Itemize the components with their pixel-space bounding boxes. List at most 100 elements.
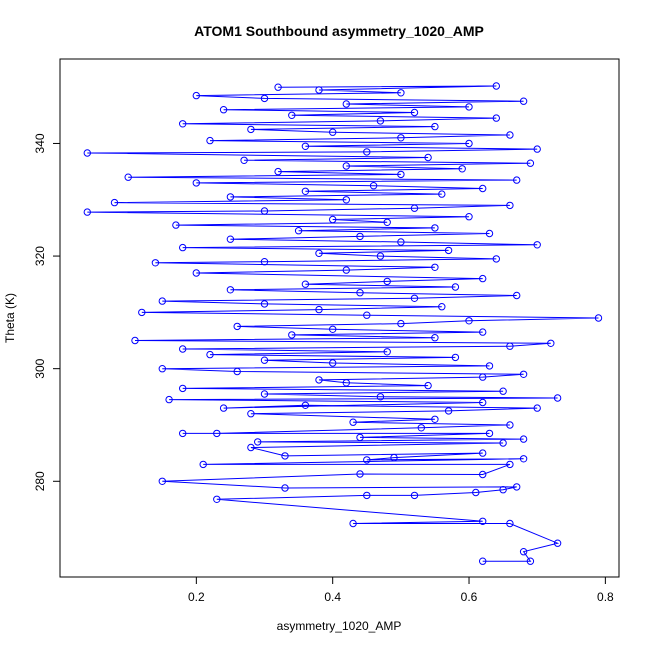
data-point — [363, 456, 371, 464]
data-point — [526, 557, 535, 565]
data-point — [553, 394, 562, 402]
data-point — [594, 314, 603, 322]
data-point — [397, 89, 405, 97]
data-point — [83, 149, 92, 157]
data-point — [274, 83, 282, 91]
chart-title: ATOM1 Southbound asymmetry_1020_AMP — [194, 23, 484, 39]
data-point — [519, 370, 528, 378]
y-tick-label: 320 — [33, 246, 47, 266]
data-point — [363, 311, 371, 319]
data-point — [179, 243, 187, 252]
data-point — [110, 198, 119, 207]
data-point — [342, 100, 350, 108]
data-point — [410, 204, 419, 212]
data-point — [479, 557, 487, 565]
data-point — [226, 193, 235, 201]
data-point — [479, 373, 487, 381]
y-tick-label: 280 — [33, 471, 47, 491]
data-point — [506, 342, 514, 350]
data-point — [410, 491, 419, 500]
data-point — [329, 128, 337, 136]
data-point — [179, 429, 187, 438]
data-point — [158, 477, 167, 485]
plot-area — [59, 58, 620, 578]
series-layer — [83, 82, 603, 565]
data-point — [219, 106, 228, 114]
x-tick-label: 0.8 — [597, 590, 614, 604]
data-point — [199, 460, 207, 469]
data-point — [397, 170, 405, 179]
data-point — [519, 548, 528, 556]
data-point — [479, 470, 487, 479]
data-point — [349, 418, 357, 426]
x-axis-label: asymmetry_1020_AMP — [277, 619, 402, 633]
data-point — [485, 229, 494, 238]
data-point — [438, 303, 446, 311]
data-point — [458, 165, 466, 173]
data-point — [499, 486, 507, 494]
y-tick-label: 340 — [33, 133, 47, 153]
data-point — [260, 390, 269, 398]
data-point — [281, 452, 289, 460]
data-point — [192, 179, 201, 187]
data-point — [499, 439, 507, 447]
data-point — [465, 317, 473, 325]
x-tick-label: 0.4 — [324, 590, 341, 604]
data-point — [301, 187, 310, 196]
data-point — [431, 224, 439, 232]
data-point — [513, 176, 521, 184]
data-point — [179, 384, 187, 393]
data-point — [260, 356, 269, 364]
data-point — [356, 433, 364, 442]
data-point — [492, 82, 500, 90]
data-point — [315, 86, 323, 94]
data-point — [179, 345, 187, 353]
data-point — [342, 379, 350, 387]
data-point — [506, 421, 514, 429]
data-point — [492, 114, 500, 122]
data-point — [329, 325, 337, 333]
data-point — [383, 277, 391, 286]
data-point — [410, 294, 419, 302]
data-point — [172, 221, 180, 229]
data-point — [301, 142, 310, 151]
data-point — [138, 308, 146, 317]
data-point — [383, 218, 391, 227]
data-point — [526, 159, 535, 167]
data-point — [465, 139, 473, 148]
data-point — [424, 381, 432, 390]
data-point — [519, 455, 528, 463]
data-point — [479, 449, 487, 457]
data-point — [424, 153, 432, 162]
data-point — [192, 91, 201, 100]
data-point — [206, 136, 214, 145]
data-point — [247, 443, 255, 452]
data-point — [444, 246, 453, 255]
data-point — [247, 125, 255, 134]
data-point — [124, 173, 132, 181]
data-point — [329, 215, 337, 224]
data-point — [376, 252, 385, 260]
data-point — [356, 232, 364, 241]
data-point — [431, 263, 439, 271]
data-point — [247, 410, 255, 418]
data-point — [233, 367, 241, 376]
data-point — [158, 365, 167, 373]
data-point — [533, 241, 541, 249]
y-axis-label: Theta (K) — [3, 293, 17, 343]
data-point — [533, 145, 541, 153]
data-point — [383, 348, 391, 356]
data-point — [260, 258, 269, 266]
data-point — [349, 519, 357, 528]
x-tick-label: 0.6 — [461, 590, 478, 604]
data-point — [315, 249, 323, 258]
data-point — [513, 483, 521, 491]
data-point — [369, 182, 378, 190]
data-point — [506, 201, 514, 210]
data-point — [356, 470, 364, 478]
data-point — [431, 334, 439, 342]
data-point — [260, 300, 269, 308]
data-point — [356, 289, 364, 297]
data-point — [417, 424, 425, 432]
